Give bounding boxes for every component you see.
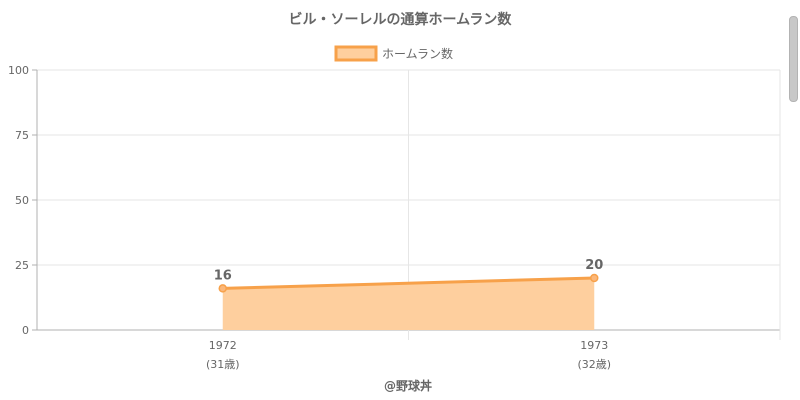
chart-title: ビル・ソーレルの通算ホームラン数 — [289, 11, 513, 28]
x-tick-sublabel: (32歳) — [577, 358, 611, 371]
credit-text: @野球丼 — [384, 378, 432, 393]
y-tick-label: 100 — [8, 64, 29, 77]
y-tick-label: 50 — [15, 194, 29, 207]
scrollbar-thumb[interactable] — [789, 16, 798, 102]
y-tick-label: 0 — [22, 324, 29, 337]
series-line — [222, 276, 595, 290]
data-point[interactable] — [590, 273, 599, 283]
y-axis-ticks: 0 25 50 75 100 — [8, 64, 29, 337]
x-tick-sublabel: (31歳) — [206, 358, 240, 371]
data-point[interactable] — [218, 284, 227, 293]
data-label: 20 — [585, 258, 603, 273]
legend-swatch — [334, 45, 378, 62]
y-tick-label: 25 — [15, 259, 29, 272]
x-tick-label: 1972 — [209, 339, 237, 352]
x-axis-ticks: 1972 (31歳) 1973 (32歳) — [206, 339, 611, 371]
series-area-fill — [222, 278, 595, 330]
data-label: 16 — [214, 268, 232, 283]
grid — [32, 69, 781, 340]
legend[interactable]: ホームラン数 — [334, 45, 453, 62]
series-area — [218, 273, 599, 330]
x-tick-label: 1973 — [580, 339, 608, 352]
y-tick-label: 75 — [15, 129, 29, 142]
legend-label: ホームラン数 — [382, 46, 453, 61]
